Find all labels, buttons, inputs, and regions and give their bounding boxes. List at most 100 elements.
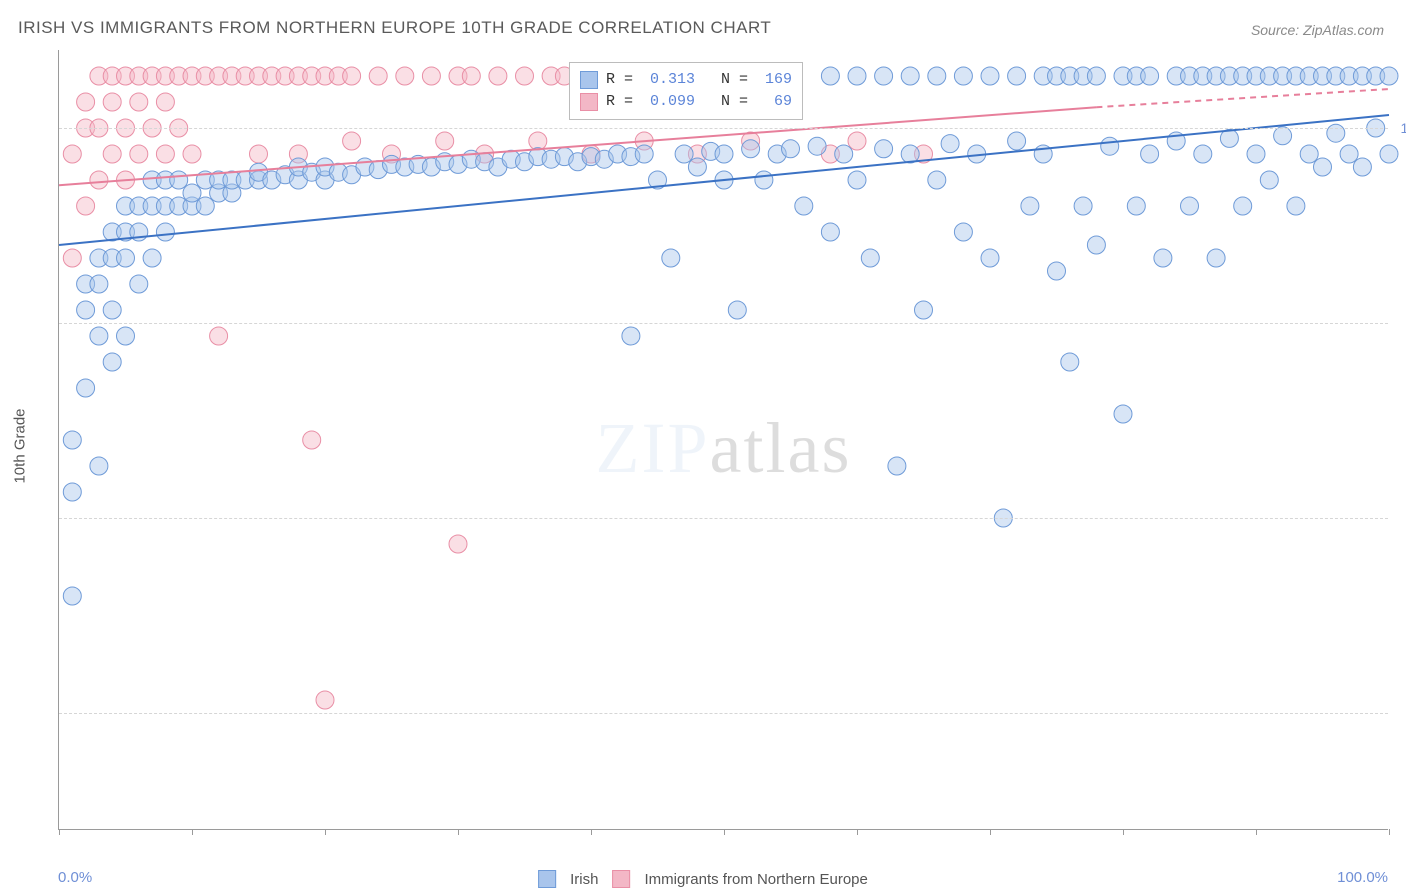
data-point <box>1300 145 1318 163</box>
data-point <box>77 197 95 215</box>
data-point <box>1194 145 1212 163</box>
data-point <box>875 67 893 85</box>
data-point <box>516 67 534 85</box>
data-point <box>90 457 108 475</box>
data-point <box>795 197 813 215</box>
data-point <box>449 535 467 553</box>
data-point <box>1234 197 1252 215</box>
x-axis-min-label: 0.0% <box>58 869 92 886</box>
data-point <box>821 223 839 241</box>
data-point <box>130 275 148 293</box>
x-tick <box>857 829 858 835</box>
data-point <box>835 145 853 163</box>
data-point <box>1181 197 1199 215</box>
data-point <box>1101 137 1119 155</box>
data-point <box>861 249 879 267</box>
x-tick <box>724 829 725 835</box>
plot-area: ZIPatlas R = 0.313 N = 169 R = 0.099 N =… <box>58 50 1388 830</box>
data-point <box>941 135 959 153</box>
data-point <box>143 249 161 267</box>
stats-n-immigrants: 69 <box>774 91 792 113</box>
gridline-h <box>59 323 1388 324</box>
data-point <box>1207 249 1225 267</box>
data-point <box>130 93 148 111</box>
data-point <box>63 249 81 267</box>
data-point <box>156 223 174 241</box>
source-attribution: Source: ZipAtlas.com <box>1251 22 1384 38</box>
x-tick <box>1256 829 1257 835</box>
legend-swatch-irish <box>538 870 556 888</box>
data-point <box>436 132 454 150</box>
data-point <box>103 353 121 371</box>
data-point <box>1008 67 1026 85</box>
data-point <box>742 140 760 158</box>
data-point <box>303 431 321 449</box>
data-point <box>821 67 839 85</box>
legend-bottom: Irish Immigrants from Northern Europe <box>538 870 868 888</box>
legend-label-immigrants: Immigrants from Northern Europe <box>644 871 867 888</box>
stats-swatch-immigrants <box>580 93 598 111</box>
data-point <box>728 301 746 319</box>
stats-r-irish: 0.313 <box>650 69 695 91</box>
data-point <box>1087 67 1105 85</box>
gridline-h <box>59 713 1388 714</box>
data-point <box>343 67 361 85</box>
x-axis-max-label: 100.0% <box>1337 869 1388 886</box>
correlation-stats-box: R = 0.313 N = 169 R = 0.099 N = 69 <box>569 62 803 120</box>
data-point <box>316 691 334 709</box>
legend-swatch-immigrants <box>612 870 630 888</box>
data-point <box>848 171 866 189</box>
stats-n-irish: 169 <box>765 69 792 91</box>
data-point <box>715 145 733 163</box>
data-point <box>1287 197 1305 215</box>
data-point <box>1380 145 1398 163</box>
data-point <box>1048 262 1066 280</box>
data-point <box>782 140 800 158</box>
data-point <box>170 171 188 189</box>
data-point <box>90 171 108 189</box>
data-point <box>77 379 95 397</box>
data-point <box>1327 124 1345 142</box>
data-point <box>981 249 999 267</box>
data-point <box>183 145 201 163</box>
data-point <box>1247 145 1265 163</box>
x-tick <box>192 829 193 835</box>
data-point <box>1114 405 1132 423</box>
data-point <box>63 145 81 163</box>
data-point <box>901 67 919 85</box>
data-point <box>183 184 201 202</box>
data-point <box>130 145 148 163</box>
gridline-h <box>59 128 1388 129</box>
data-point <box>622 327 640 345</box>
data-point <box>915 301 933 319</box>
data-point <box>1087 236 1105 254</box>
data-point <box>77 93 95 111</box>
data-point <box>103 301 121 319</box>
x-tick <box>591 829 592 835</box>
data-point <box>422 67 440 85</box>
x-tick <box>990 829 991 835</box>
data-point <box>954 67 972 85</box>
data-point <box>1141 67 1159 85</box>
data-point <box>103 93 121 111</box>
data-point <box>77 301 95 319</box>
data-point <box>63 483 81 501</box>
x-tick <box>1389 829 1390 835</box>
data-point <box>808 137 826 155</box>
stats-row-immigrants: R = 0.099 N = 69 <box>580 91 792 113</box>
stats-r-immigrants: 0.099 <box>650 91 695 113</box>
data-point <box>675 145 693 163</box>
data-point <box>1127 197 1145 215</box>
data-point <box>848 67 866 85</box>
data-point <box>369 67 387 85</box>
data-point <box>103 145 121 163</box>
data-point <box>1021 197 1039 215</box>
x-tick <box>325 829 326 835</box>
data-point <box>635 145 653 163</box>
data-point <box>156 93 174 111</box>
trend-line-dashed <box>1096 89 1389 107</box>
data-point <box>662 249 680 267</box>
data-point <box>117 249 135 267</box>
data-point <box>489 67 507 85</box>
data-point <box>1008 132 1026 150</box>
